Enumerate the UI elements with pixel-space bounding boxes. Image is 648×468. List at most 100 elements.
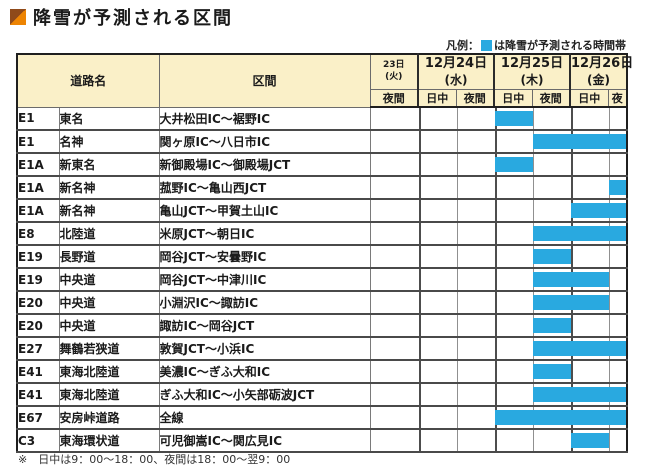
section-cell: 諏訪IC～岡谷JCT <box>158 314 371 338</box>
page-title: 降雪が予測される区間 <box>33 8 233 29</box>
timeline-cell <box>369 268 628 292</box>
snow-period-bar <box>532 226 628 241</box>
road-code-cell: E19 <box>16 245 59 269</box>
road-code-cell: E1A <box>16 199 59 223</box>
date-label: 23日 <box>383 60 405 71</box>
table-row: E41 東海北陸道 美濃IC～ぎふ大和IC <box>16 360 628 384</box>
road-name-cell: 新名神 <box>58 176 160 200</box>
date-label: 12月26日 <box>571 56 634 72</box>
header-date-24: 12月24日 (水) <box>417 53 495 90</box>
grid-line <box>456 292 458 312</box>
section-cell: 美濃IC～ぎふ大和IC <box>158 360 371 384</box>
table-row: E1A 新東名 新御殿場IC～御殿場JCT <box>16 153 628 177</box>
date-label: 12月25日 <box>500 56 564 72</box>
grid-line <box>494 384 497 404</box>
grid-line <box>456 246 458 266</box>
table-row: E67 安房峠道路 全線 <box>16 406 628 430</box>
road-code-cell: E20 <box>16 291 59 315</box>
header-period-26-night: 夜 <box>607 89 628 108</box>
timeline-cell <box>369 176 628 200</box>
timeline-cell <box>369 383 628 407</box>
grid-line <box>418 269 421 289</box>
snow-period-bar <box>532 387 628 402</box>
road-code-cell: E41 <box>16 383 59 407</box>
timeline-cell <box>369 406 628 430</box>
grid-line <box>494 338 497 358</box>
header-date-25: 12月25日 (木) <box>493 53 571 90</box>
grid-line <box>494 315 497 335</box>
snow-period-bar <box>494 410 628 425</box>
grid-line <box>418 223 421 243</box>
road-name-cell: 名神 <box>58 130 160 154</box>
grid-line <box>494 269 497 289</box>
table-row: E19 中央道 岡谷JCT～中津川IC <box>16 268 628 292</box>
section-cell: ぎふ大和IC～小矢部砺波JCT <box>158 383 371 407</box>
timeline-cell <box>369 153 628 177</box>
weekday-label: (木) <box>520 72 544 87</box>
grid-line <box>456 384 458 404</box>
grid-line <box>608 246 610 266</box>
grid-line <box>532 154 534 174</box>
section-cell: 大井松田IC～裾野IC <box>158 107 371 131</box>
grid-line <box>418 131 421 151</box>
title-square-icon <box>10 9 26 25</box>
header-date-23: 23日 (火) <box>369 53 419 90</box>
section-cell: 小淵沢IC～諏訪IC <box>158 291 371 315</box>
snow-period-bar <box>570 203 628 218</box>
timeline-cell <box>369 337 628 361</box>
road-name-cell: 新東名 <box>58 153 160 177</box>
grid-line <box>418 154 421 174</box>
header-period-25-day: 日中 <box>493 89 533 108</box>
timeline-cell <box>369 360 628 384</box>
grid-line <box>608 315 610 335</box>
road-name-cell: 新名神 <box>58 199 160 223</box>
road-name-cell: 東海北陸道 <box>58 383 160 407</box>
snow-period-bar <box>494 157 533 172</box>
grid-line <box>608 361 610 381</box>
road-name-cell: 中央道 <box>58 314 160 338</box>
timeline-cell <box>369 314 628 338</box>
table-row: C3 東海環状道 可児御嵩IC～関広見IC <box>16 429 628 453</box>
timeline-cell <box>369 130 628 154</box>
grid-line <box>418 177 421 197</box>
grid-line <box>532 108 534 128</box>
header-period-24-night: 夜間 <box>455 89 495 108</box>
grid-line <box>570 154 573 174</box>
road-code-cell: E41 <box>16 360 59 384</box>
road-code-cell: E67 <box>16 406 59 430</box>
grid-line <box>418 407 421 427</box>
road-name-cell: 中央道 <box>58 291 160 315</box>
grid-line <box>494 177 497 197</box>
road-name-cell: 舞鶴若狭道 <box>58 337 160 361</box>
grid-line <box>494 292 497 312</box>
grid-line <box>456 361 458 381</box>
timeline-cell <box>369 429 628 453</box>
grid-line <box>456 154 458 174</box>
snow-period-bar <box>532 134 628 149</box>
grid-line <box>570 315 573 335</box>
timeline-cell <box>369 245 628 269</box>
grid-line <box>418 246 421 266</box>
road-code-cell: E19 <box>16 268 59 292</box>
legend: 凡例： は降雪が予測される時間帯 <box>446 37 626 53</box>
section-cell: 亀山JCT～甲賀土山IC <box>158 199 371 223</box>
section-cell: 新御殿場IC～御殿場JCT <box>158 153 371 177</box>
table-row: E1A 新名神 亀山JCT～甲賀土山IC <box>16 199 628 223</box>
grid-line <box>418 315 421 335</box>
road-name-cell: 北陸道 <box>58 222 160 246</box>
grid-line <box>608 269 610 289</box>
grid-line <box>456 131 458 151</box>
section-cell: 敦賀JCT～小浜IC <box>158 337 371 361</box>
grid-line <box>456 269 458 289</box>
timeline-cell <box>369 199 628 223</box>
grid-line <box>494 361 497 381</box>
grid-line <box>494 223 497 243</box>
snow-period-bar <box>532 318 571 333</box>
footnote: ※ 日中は9：00～18：00、夜間は18：00～翌9：00 <box>18 453 291 466</box>
section-cell: 全線 <box>158 406 371 430</box>
section-cell: 米原JCT～朝日IC <box>158 222 371 246</box>
header-row-periods: 夜間 日中 夜間 日中 夜間 日中 夜 <box>17 89 628 108</box>
grid-line <box>418 200 421 220</box>
timeline-cell <box>369 291 628 315</box>
weekday-label: (金) <box>587 72 610 87</box>
